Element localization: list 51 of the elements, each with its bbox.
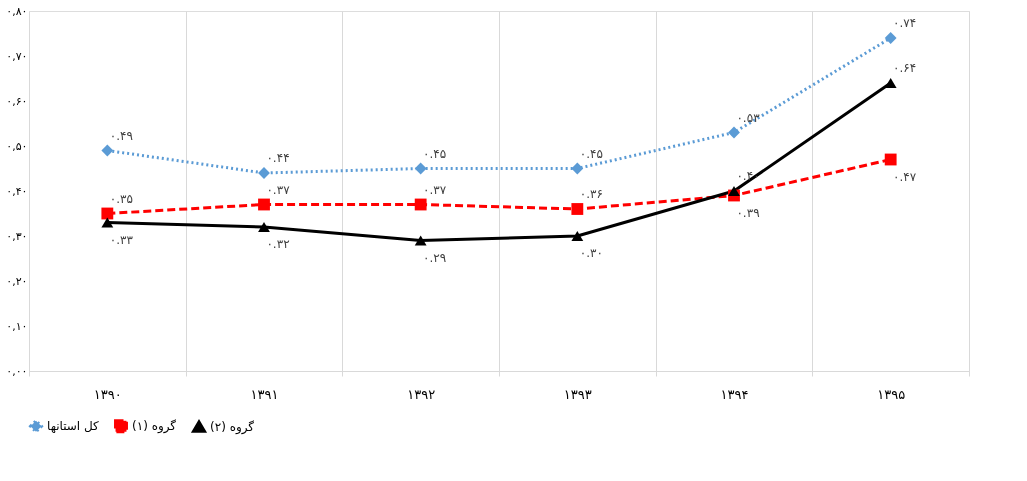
data-label: ۰.۳۵ [109, 191, 133, 206]
data-label: ۰.۳۳ [109, 232, 134, 247]
point [101, 207, 114, 220]
x-tick-label: ۱۳۹۵ [877, 386, 906, 402]
data-label: ۰.۴۵ [423, 146, 447, 161]
y-tick-label: ۰,۱۰ [6, 319, 28, 333]
data-label: ۰.۳۷ [423, 182, 447, 197]
data-label: ۰.۵۳ [736, 110, 761, 125]
y-tick-label: ۰,۳۰ [6, 229, 28, 243]
point [884, 32, 897, 44]
point [884, 153, 897, 166]
point [728, 185, 740, 197]
y-tick-label: ۰,۶۰ [6, 94, 28, 108]
x-tick-label: ۱۳۹۱ [250, 386, 279, 402]
legend-label: کل استانها [47, 419, 100, 434]
x-tick-label: ۱۳۹۲ [407, 386, 436, 402]
point [414, 235, 427, 246]
y-tick-label: ۰,۷۰ [6, 49, 28, 63]
point [571, 162, 584, 175]
data-label: ۰.۴۷ [893, 169, 917, 184]
data-label: ۰.۲۹ [423, 250, 447, 265]
data-label: ۰.۴۰ [736, 169, 760, 183]
data-label: ۰.۶۴ [893, 61, 917, 75]
data-label: ۰.۴۴ [266, 151, 290, 165]
point [571, 203, 584, 215]
y-tick-label: ۰,۵۰ [6, 139, 28, 153]
point [728, 126, 740, 139]
y-tick-label: ۰,۸۰ [6, 4, 28, 18]
data-label: ۰.۳۲ [266, 237, 290, 251]
point [101, 144, 114, 157]
legend-label: گروه (۱) [132, 419, 177, 435]
point [414, 198, 427, 211]
data-label: ۰.۳۶ [579, 187, 603, 201]
point [101, 217, 114, 228]
data-label: ۰.۳۰ [579, 246, 603, 260]
data-label: ۰.۴۵ [579, 146, 603, 161]
data-label: ۰.۳۷ [266, 182, 291, 197]
x-tick-label: ۱۳۹۳ [563, 386, 592, 402]
point [571, 230, 584, 242]
legend-label: گروه (۲) [210, 419, 255, 435]
data-label: ۰.۳۹ [736, 205, 760, 220]
point [258, 221, 270, 233]
y-tick-label: ۰,۲۰ [6, 274, 28, 288]
y-tick-label: ۰,۰۰ [6, 364, 28, 378]
point [258, 198, 270, 211]
data-label: ۰.۷۴ [893, 16, 917, 30]
y-tick-label: ۰,۴۰ [6, 184, 28, 198]
point [414, 162, 427, 175]
data-label: ۰.۴۹ [109, 128, 133, 143]
x-tick-label: ۱۳۹۰ [93, 386, 122, 402]
x-tick-label: ۱۳۹۴ [720, 386, 749, 402]
